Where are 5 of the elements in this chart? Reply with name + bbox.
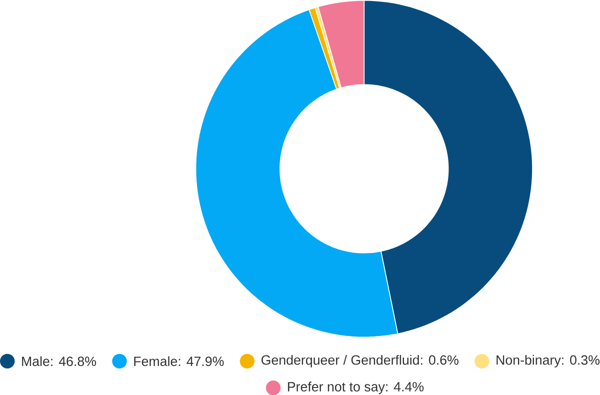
- legend-label: Non-binary: 0.3%: [496, 354, 600, 368]
- legend-label: Female: 47.9%: [134, 356, 224, 366]
- legend-label: Prefer not to say: 4.4%: [288, 382, 424, 394]
- legend-label: Genderqueer / Genderfluid: 0.6%: [262, 354, 458, 368]
- legend-label: Male: 46.8%: [22, 356, 96, 366]
